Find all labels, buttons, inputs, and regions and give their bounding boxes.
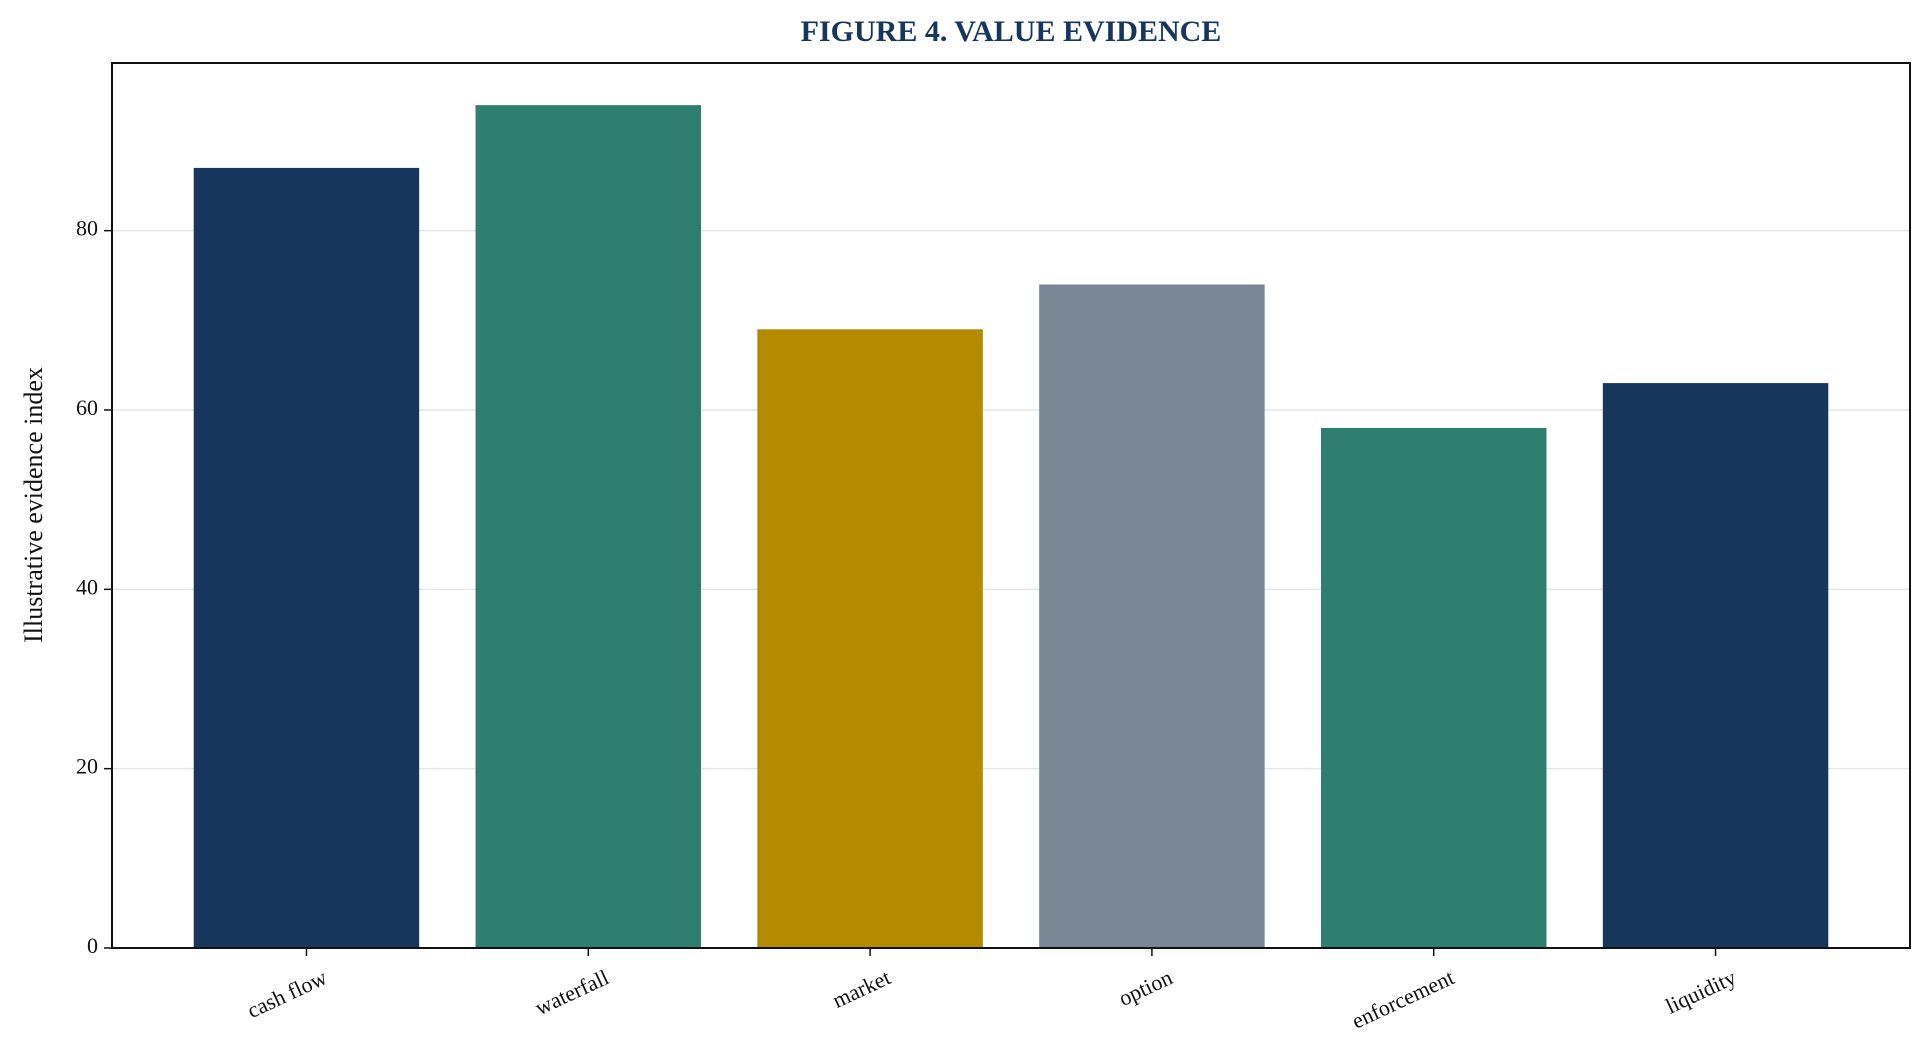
y-tick-label: 80: [76, 216, 98, 241]
y-tick-label: 0: [87, 933, 98, 958]
bar: [757, 329, 983, 948]
x-tick-label: waterfall: [531, 964, 612, 1020]
x-tick-label: market: [828, 964, 894, 1012]
y-tick-label: 20: [76, 754, 98, 779]
y-axis-label: Illustrative evidence index: [19, 367, 48, 643]
y-tick-label: 60: [76, 395, 98, 420]
y-tick-label: 40: [76, 574, 98, 599]
plot-frame: [111, 62, 1911, 949]
x-tick-label: option: [1115, 964, 1177, 1010]
bar: [193, 167, 420, 948]
bar: [1602, 383, 1829, 948]
x-tick-label: enforcement: [1348, 964, 1458, 1033]
bar: [1039, 284, 1265, 949]
bar: [475, 105, 701, 948]
chart-title: FIGURE 4. VALUE EVIDENCE: [801, 15, 1222, 48]
x-tick-label: cash flow: [243, 964, 331, 1023]
bar: [1321, 427, 1547, 948]
x-tick-label: liquidity: [1662, 964, 1740, 1018]
